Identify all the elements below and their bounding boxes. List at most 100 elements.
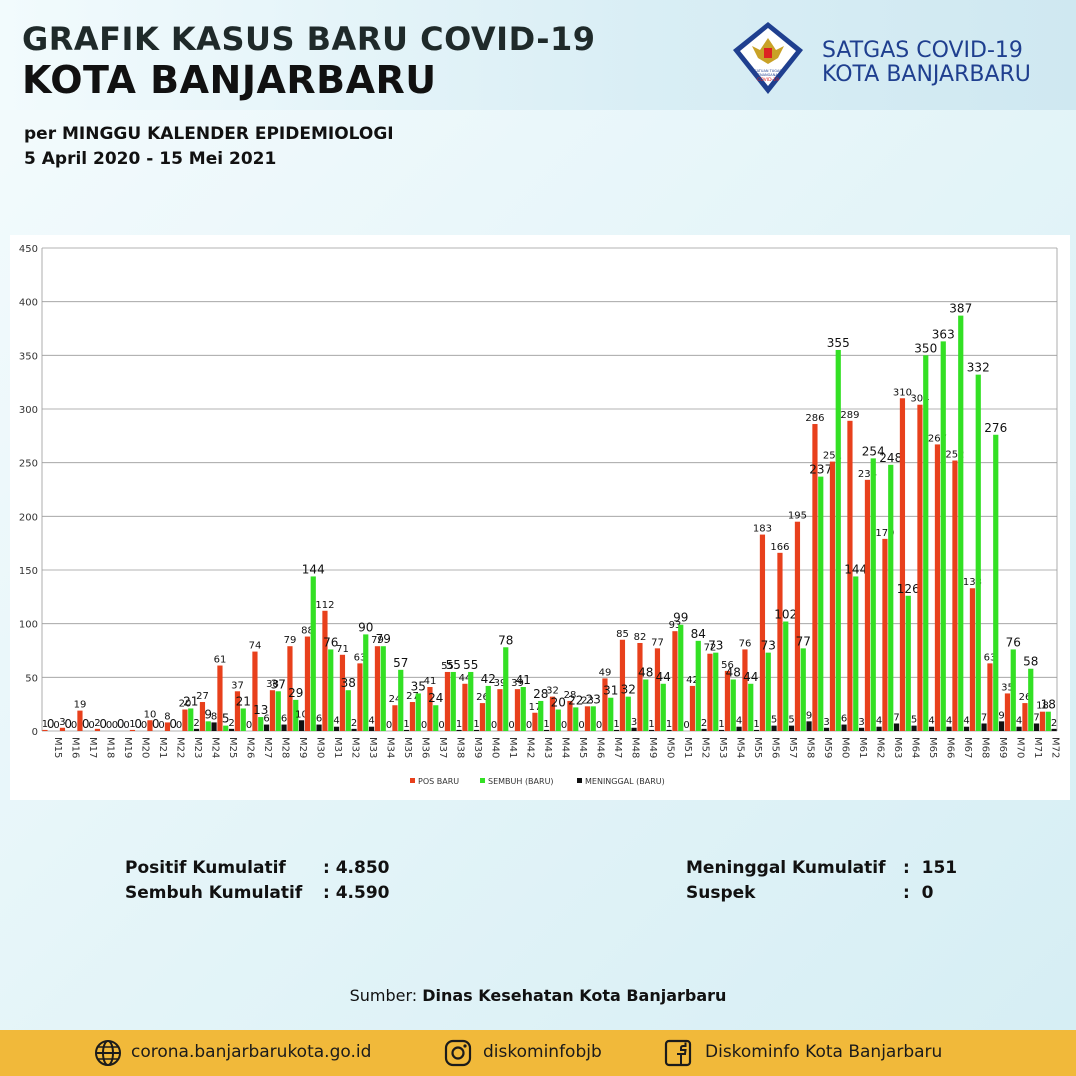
data-label: 0: [176, 720, 182, 731]
data-label: 0: [117, 717, 125, 731]
bar-meninggal: [613, 729, 620, 731]
data-label: 1: [129, 719, 135, 730]
org-name-line-1: SATGAS COVID-19: [822, 38, 1023, 63]
data-label: 0: [491, 720, 497, 731]
data-label: 77: [651, 637, 664, 648]
bar-meninggal: [403, 729, 410, 731]
bar-meninggal: [666, 729, 672, 731]
y-tick-label: 50: [25, 673, 38, 684]
data-label: 0: [99, 717, 107, 731]
bar-sembuh: [590, 706, 596, 731]
data-label: 1: [718, 719, 724, 730]
bar-pos-baru: [899, 398, 906, 731]
data-label: 17: [529, 702, 542, 713]
bar-pos-baru: [602, 678, 608, 731]
data-label: 4: [1016, 716, 1022, 727]
x-tick-label: M63: [892, 737, 903, 758]
x-tick-label: M43: [542, 737, 553, 758]
bar-pos-baru: [1039, 711, 1046, 731]
bar-pos-baru: [584, 706, 591, 731]
data-label: 332: [967, 361, 990, 375]
data-label: 85: [616, 629, 629, 640]
subtitle-line-2: 5 April 2020 - 15 Mei 2021: [24, 149, 277, 169]
data-label: 276: [984, 421, 1007, 435]
x-tick-label: M28: [279, 737, 290, 758]
bar-pos-baru: [952, 460, 958, 731]
data-label: 61: [214, 655, 227, 666]
data-label: 41: [516, 673, 531, 687]
x-tick-label: M29: [297, 737, 308, 758]
data-label: 0: [141, 720, 147, 731]
bar-meninggal: [788, 725, 795, 731]
bar-sembuh: [993, 434, 999, 731]
bar-meninggal: [981, 723, 987, 731]
data-label: 6: [841, 714, 847, 725]
data-label: 3: [858, 717, 864, 728]
title-line-2: KOTA BANJARBARU: [22, 58, 437, 102]
data-label: 76: [1006, 635, 1021, 649]
bar-pos-baru: [42, 729, 48, 731]
data-label: 1: [473, 719, 479, 730]
facebook-link[interactable]: Diskominfo Kota Banjarbaru: [705, 1042, 943, 1062]
data-label: 0: [53, 720, 59, 731]
bar-pos-baru: [969, 588, 976, 731]
data-label: 3: [631, 717, 637, 728]
bar-meninggal: [1033, 723, 1040, 731]
bar-pos-baru: [147, 720, 153, 731]
bar-sembuh: [415, 693, 421, 731]
data-label: 0: [421, 720, 427, 731]
bar-pos-baru: [392, 705, 398, 731]
svg-text:COVID-19: COVID-19: [757, 77, 779, 83]
data-label: 4: [876, 716, 882, 727]
data-label: 248: [879, 451, 902, 465]
data-label: 4: [963, 716, 969, 727]
data-label: 0: [578, 720, 584, 731]
bar-sembuh: [555, 709, 561, 731]
data-label: 10: [144, 709, 157, 720]
data-label: 29: [288, 686, 303, 700]
data-label: 20: [551, 696, 566, 710]
data-label: 44: [656, 670, 671, 684]
bar-pos-baru: [759, 534, 766, 731]
bar-sembuh: [888, 464, 894, 731]
bar-pos-baru: [357, 663, 363, 731]
data-label: 0: [123, 720, 129, 731]
bar-pos-baru: [339, 654, 346, 731]
bar-meninggal: [946, 726, 952, 731]
x-tick-label: M40: [489, 737, 500, 758]
data-label: 4: [333, 716, 339, 727]
data-label: 1: [753, 719, 759, 730]
data-label: 286: [805, 413, 824, 424]
data-label: 0: [71, 720, 77, 731]
x-tick-label: M15: [52, 737, 63, 758]
x-tick-label: M35: [402, 737, 413, 758]
bar-pos-baru: [934, 444, 941, 731]
bar-meninggal: [806, 721, 812, 731]
y-tick-label: 200: [19, 512, 38, 523]
bar-sembuh: [748, 683, 754, 731]
x-tick-label: M58: [804, 737, 815, 758]
y-tick-label: 100: [19, 620, 38, 631]
x-tick-label: M55: [752, 737, 763, 758]
data-label: 102: [774, 608, 797, 622]
data-label: 39: [511, 678, 524, 689]
data-label: 72: [704, 643, 717, 654]
bar-pos-baru: [322, 610, 328, 731]
data-label: 144: [844, 562, 867, 576]
bar-sembuh: [975, 374, 981, 731]
data-label: 0: [561, 720, 567, 731]
data-label: 0: [152, 717, 160, 731]
data-label: 44: [459, 673, 472, 684]
bar-sembuh: [468, 671, 474, 731]
bar-pos-baru: [374, 646, 381, 731]
data-label: 6: [263, 714, 269, 725]
bar-meninggal: [771, 725, 777, 731]
instagram-link[interactable]: diskominfobjb: [483, 1042, 602, 1062]
data-label: 1: [543, 719, 549, 730]
bar-pos-baru: [217, 665, 223, 731]
website-link[interactable]: corona.banjarbarukota.go.id: [131, 1042, 372, 1062]
data-label: 22: [568, 693, 583, 707]
data-label: 387: [949, 302, 972, 316]
data-label: 9: [998, 710, 1004, 721]
data-label: 74: [249, 641, 262, 652]
